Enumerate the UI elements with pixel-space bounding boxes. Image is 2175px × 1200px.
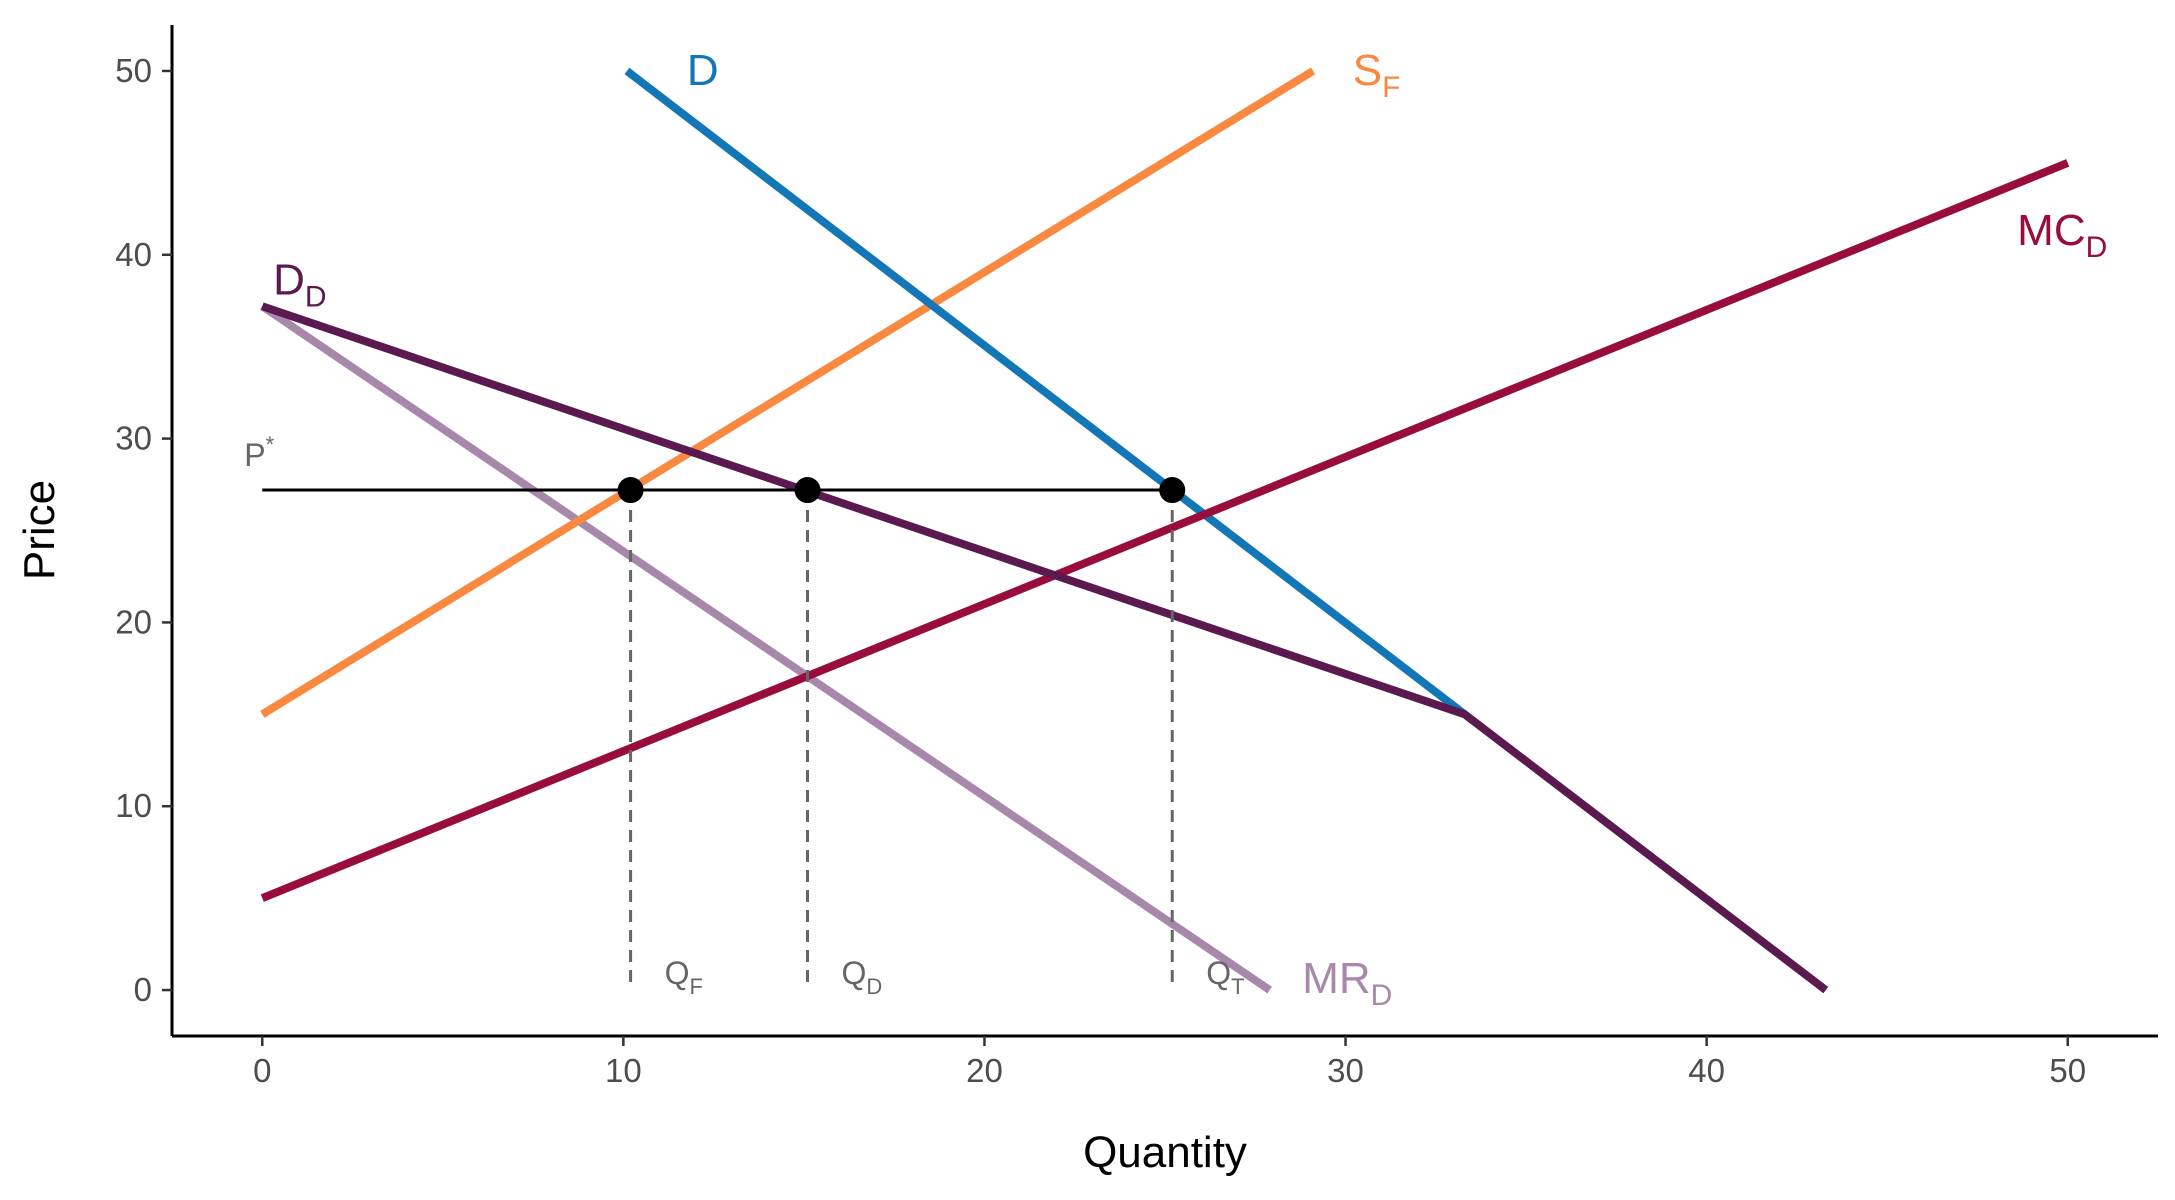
series-line-d	[624, 67, 1468, 718]
x-tick-label-40: 40	[1688, 1052, 1725, 1089]
x-axis-title: Quantity	[1083, 1128, 1247, 1177]
y-tick-label-50: 50	[115, 52, 152, 89]
series-labels: MRD SF D MCD DD	[273, 46, 2107, 1012]
series-line-mrd	[260, 302, 1272, 994]
y-tick-label-10: 10	[115, 787, 152, 824]
y-tick-label-0: 0	[134, 971, 152, 1008]
quantity-guides: P* QF QD QT	[244, 432, 1244, 999]
series-label-d: D	[687, 46, 719, 95]
series-label-dd: DD	[273, 256, 326, 314]
series-label-sf: SF	[1353, 46, 1401, 104]
quantity-label-qd: QD	[842, 955, 883, 999]
axes	[170, 25, 2158, 1038]
series-line-dd	[260, 302, 1829, 994]
quantity-label-qt: QT	[1206, 955, 1244, 999]
series-label-mcd: MCD	[2017, 206, 2107, 264]
x-tick-label-10: 10	[605, 1052, 642, 1089]
y-axis-title: Price	[15, 480, 64, 580]
series-line-mcd	[260, 159, 2070, 902]
equilibrium-point-qd	[794, 477, 821, 504]
price-label: P*	[244, 432, 274, 473]
series-label-mrd: MRD	[1302, 954, 1392, 1012]
equilibrium-point-qt	[1159, 477, 1186, 504]
x-tick-label-0: 0	[253, 1052, 271, 1089]
x-tick-label-50: 50	[2049, 1052, 2086, 1089]
x-tick-label-30: 30	[1327, 1052, 1364, 1089]
series-line-sf	[260, 67, 1316, 718]
quantity-label-qf: QF	[665, 955, 703, 999]
x-tick-label-20: 20	[966, 1052, 1003, 1089]
y-tick-label-40: 40	[115, 236, 152, 273]
ticks: 0 10 20 30 40 50 0 10 20 30 40 50	[115, 52, 2086, 1089]
y-tick-label-30: 30	[115, 420, 152, 457]
y-tick-label-20: 20	[115, 603, 152, 640]
series-lines	[260, 67, 2070, 994]
equilibrium-point-qf	[617, 477, 644, 504]
